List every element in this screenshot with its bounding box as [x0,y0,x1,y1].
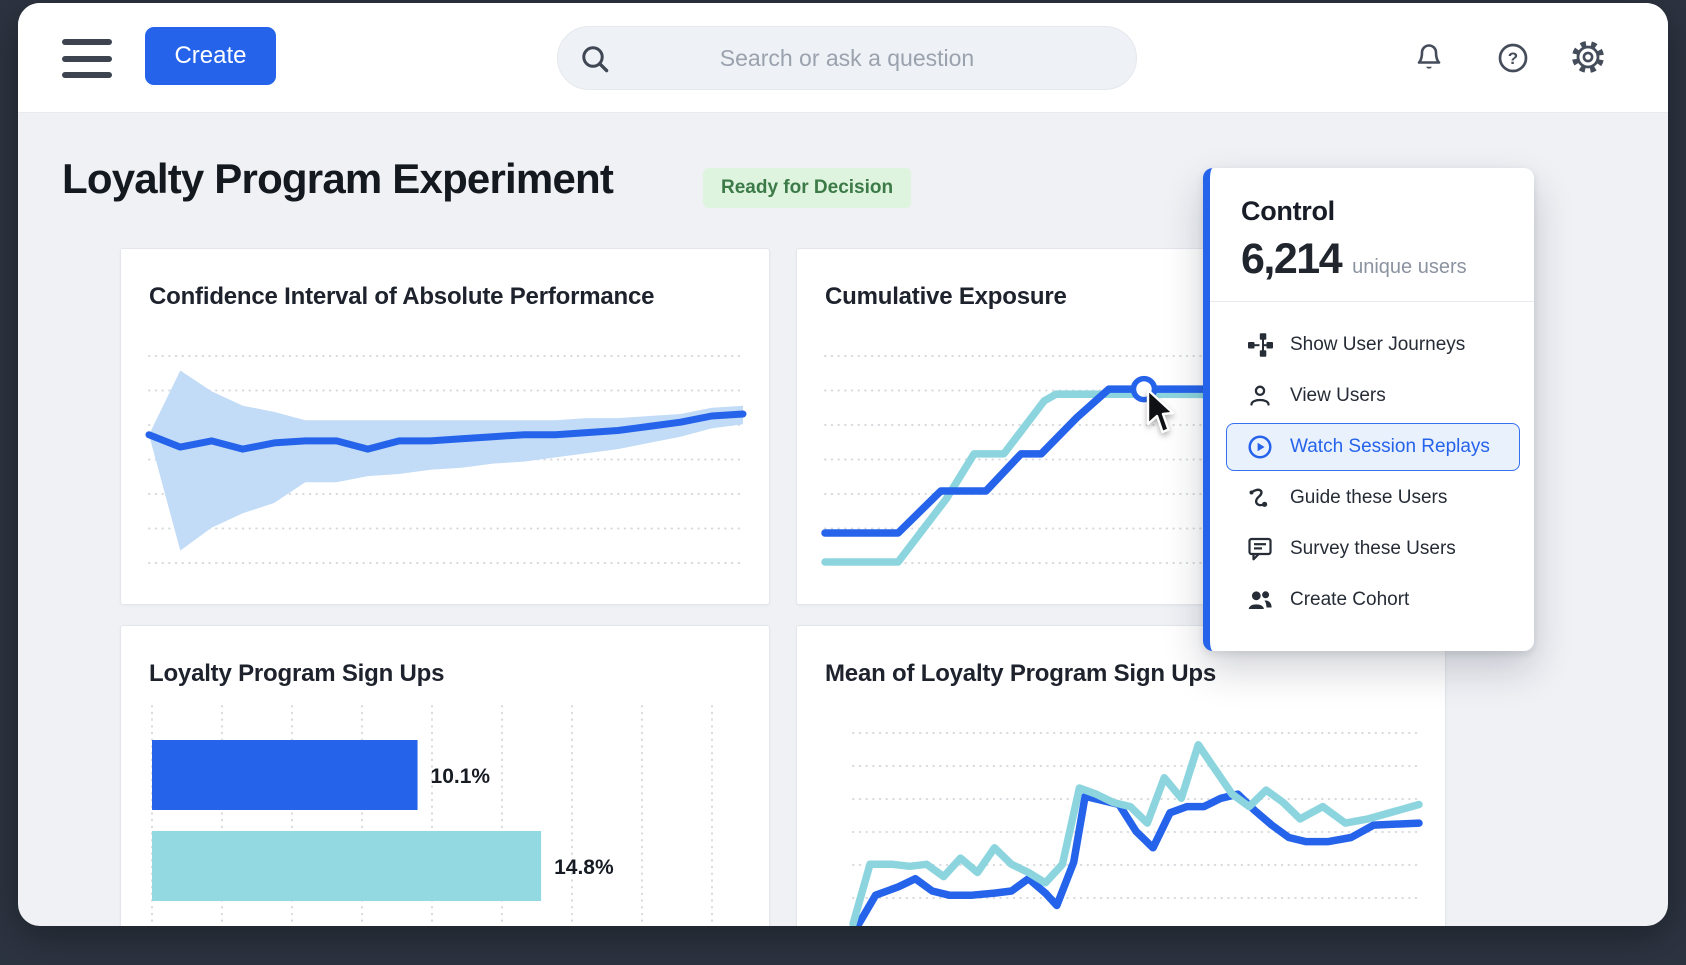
topbar: Create ? [18,3,1668,113]
chart-title: Loyalty Program Sign Ups [149,660,445,687]
hamburger-menu-icon[interactable] [62,39,112,78]
search-icon [582,46,609,73]
ci-chart [121,249,769,604]
menu-item-label: Show User Journeys [1290,334,1466,355]
signups-bar-chart: 10.1% 14.8% [121,626,769,926]
card-confidence-interval: Confidence Interval of Absolute Performa… [120,248,770,605]
unique-users-value: 6,214 [1241,235,1343,283]
svg-text:?: ? [1508,49,1518,68]
chart-title: Mean of Loyalty Program Sign Ups [825,660,1216,687]
mean-line-chart [797,626,1445,926]
menu-item-show-user-journeys[interactable]: Show User Journeys [1226,321,1520,369]
menu-item-label: Survey these Users [1290,538,1456,559]
popup-header: Control 6,214 unique users [1210,168,1534,284]
gear-icon[interactable] [1570,39,1606,75]
menu-item-guide-these-users[interactable]: Guide these Users [1226,474,1520,522]
popup-menu: Show User Journeys View Users Watch Sess… [1210,302,1534,624]
survey-icon [1248,537,1272,561]
menu-item-label: Watch Session Replays [1290,436,1490,457]
cursor-pointer-icon [1146,388,1175,434]
menu-item-label: Guide these Users [1290,487,1448,508]
search-input[interactable] [558,27,1136,89]
variant-label: Control [1241,196,1335,226]
chart-title: Confidence Interval of Absolute Performa… [149,283,655,310]
status-badge: Ready for Decision [703,168,912,208]
help-icon[interactable]: ? [1495,40,1531,76]
chart-title: Cumulative Exposure [825,283,1067,310]
app-window: Create ? Loyalty [18,3,1668,926]
guide-icon [1249,488,1268,507]
journeys-icon [1248,333,1273,357]
card-mean-signups: Mean of Loyalty Program Sign Ups [796,625,1446,926]
menu-item-survey-these-users[interactable]: Survey these Users [1226,525,1520,573]
create-button[interactable]: Create [145,27,276,85]
bell-icon[interactable] [1411,40,1447,76]
cohort-icon [1248,591,1272,609]
svg-text:14.8%: 14.8% [554,856,614,879]
unique-users-suffix: unique users [1352,256,1467,278]
play-circle-icon [1248,435,1272,459]
menu-item-label: Create Cohort [1290,589,1410,610]
menu-item-label: View Users [1290,385,1386,406]
divider [1210,301,1534,302]
page-title: Loyalty Program Experiment [62,155,614,202]
menu-item-watch-session-replays[interactable]: Watch Session Replays [1226,423,1520,471]
card-signups: 10.1% 14.8% Loyalty Program Sign Ups [120,625,770,926]
menu-item-view-users[interactable]: View Users [1226,372,1520,420]
search-bar [557,26,1137,90]
user-icon [1250,385,1270,406]
svg-text:10.1%: 10.1% [431,765,491,788]
variant-popup: Control 6,214 unique users [1203,168,1534,651]
menu-item-create-cohort[interactable]: Create Cohort [1226,576,1520,624]
